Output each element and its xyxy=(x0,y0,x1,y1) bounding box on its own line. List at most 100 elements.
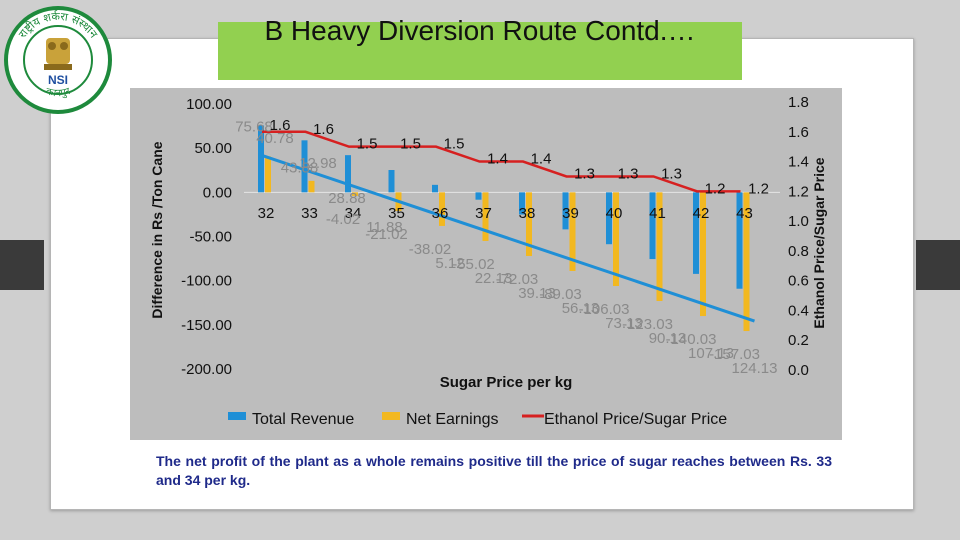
total-revenue-bar xyxy=(693,192,699,274)
plot-background xyxy=(130,88,842,440)
revenue-data-label: 56.13 xyxy=(562,300,600,317)
total-revenue-bar xyxy=(606,192,612,245)
x-tick-label: 38 xyxy=(519,205,536,222)
total-revenue-bar xyxy=(562,192,569,230)
y2-tick-label: 1.8 xyxy=(788,94,809,111)
y-tick-label: -150.00 xyxy=(181,317,232,334)
legend-swatch-total-revenue xyxy=(228,412,246,420)
earnings-data-label: -21.02 xyxy=(365,226,408,243)
earnings-data-label: -72.03 xyxy=(496,271,539,288)
earnings-data-label: 12.98 xyxy=(299,155,337,172)
revenue-data-label: 28.88 xyxy=(328,190,366,207)
total-revenue-bar xyxy=(258,125,264,193)
legend-label-net-earnings: Net Earnings xyxy=(406,411,499,428)
revenue-data-label: 75.68 xyxy=(235,118,273,135)
total-revenue-bar xyxy=(432,184,438,193)
ratio-data-label: 1.5 xyxy=(400,136,421,153)
y2-tick-label: 1.0 xyxy=(788,213,809,230)
y-tick-label: -100.00 xyxy=(181,273,232,290)
y2-tick-label: 1.2 xyxy=(788,183,809,200)
x-tick-label: 32 xyxy=(258,205,275,222)
x-tick-label: 39 xyxy=(562,205,579,222)
net-earnings-bar xyxy=(613,192,619,286)
x-tick-label: 37 xyxy=(475,205,492,222)
total-revenue-bar xyxy=(736,192,743,289)
ratio-data-label: 1.6 xyxy=(270,117,291,134)
revenue-data-label: 107.13 xyxy=(688,345,734,362)
legend-label-total-revenue: Total Revenue xyxy=(252,411,354,428)
earnings-data-label: -140.03 xyxy=(666,331,717,348)
y-tick-label: -200.00 xyxy=(181,361,232,378)
y2-tick-label: 0.0 xyxy=(788,362,809,379)
x-tick-label: 33 xyxy=(301,205,318,222)
ratio-data-label: 1.5 xyxy=(357,136,378,153)
net-earnings-bar xyxy=(700,192,706,317)
revenue-trend-line xyxy=(261,154,755,323)
total-revenue-bar xyxy=(649,192,656,260)
ratio-data-label: 1.5 xyxy=(444,136,465,153)
revenue-data-label: 22.13 xyxy=(475,270,513,287)
ratio-data-label: 1.4 xyxy=(487,151,508,168)
y2-tick-label: 0.6 xyxy=(788,273,809,290)
revenue-data-label: 39.13 xyxy=(518,285,556,302)
revenue-data-label: 73.13 xyxy=(605,315,643,332)
net-earnings-bar xyxy=(482,192,489,241)
title-background xyxy=(218,22,742,80)
ratio-data-label: 1.3 xyxy=(574,165,595,182)
revenue-data-label: 11.88 xyxy=(366,219,402,236)
logo-badge: NSI xyxy=(48,73,68,87)
earnings-data-label: 40.78 xyxy=(256,130,294,147)
legend-label-ethanol-ratio: Ethanol Price/Sugar Price xyxy=(544,411,727,428)
net-earnings-bar xyxy=(656,192,663,302)
y-axis-title: Difference in Rs /Ton Cane xyxy=(149,141,165,318)
earnings-data-label: -4.02 xyxy=(326,211,360,228)
revenue-data-label: 43.88 xyxy=(281,159,319,176)
left-edge-tab xyxy=(0,240,44,290)
y-tick-label: 0.00 xyxy=(203,184,232,201)
y2-tick-label: 1.6 xyxy=(788,124,809,141)
svg-text:कानपुर: कानपुर xyxy=(45,86,73,100)
total-revenue-bar xyxy=(345,155,351,193)
total-revenue-bar xyxy=(475,192,482,200)
ratio-data-label: 1.4 xyxy=(531,151,552,168)
revenue-data-label: 124.13 xyxy=(732,360,778,377)
net-earnings-bar xyxy=(265,156,271,193)
ratio-data-label: 1.3 xyxy=(661,165,682,182)
total-revenue-bar xyxy=(519,192,525,215)
x-tick-label: 42 xyxy=(693,205,710,222)
revenue-data-label: 5.12 xyxy=(435,255,464,272)
y2-tick-label: 0.2 xyxy=(788,332,809,349)
ratio-data-label: 1.2 xyxy=(748,180,769,197)
x-axis-title: Sugar Price per kg xyxy=(440,374,573,391)
earnings-data-label: -38.02 xyxy=(409,241,452,258)
earnings-data-label: -89.03 xyxy=(539,286,582,303)
net-earnings-bar xyxy=(569,192,576,271)
y2-tick-label: 0.4 xyxy=(788,302,809,319)
net-earnings-bar xyxy=(439,192,445,226)
x-tick-label: 41 xyxy=(649,205,666,222)
y-tick-label: 50.00 xyxy=(194,140,232,157)
legend-swatch-net-earnings xyxy=(382,412,400,420)
net-earnings-bar xyxy=(352,192,358,196)
net-earnings-bar xyxy=(526,192,532,256)
earnings-data-label: -157.03 xyxy=(709,346,760,363)
earnings-data-label: -106.03 xyxy=(579,301,630,318)
y-tick-label: 100.00 xyxy=(186,96,232,113)
net-earnings-bar xyxy=(308,180,315,193)
right-edge-tab xyxy=(916,240,960,290)
ratio-data-label: 1.2 xyxy=(705,180,726,197)
ethanol-ratio-line xyxy=(262,130,741,193)
y2-tick-label: 0.8 xyxy=(788,243,809,260)
revenue-data-label: 90.13 xyxy=(649,330,687,347)
x-tick-label: 40 xyxy=(606,205,623,222)
ratio-data-label: 1.3 xyxy=(618,165,639,182)
x-tick-label: 34 xyxy=(345,205,362,222)
net-earnings-bar xyxy=(743,192,750,332)
x-tick-label: 43 xyxy=(736,205,753,222)
earnings-data-label: -55.02 xyxy=(452,256,495,273)
footnote: The net profit of the plant as a whole r… xyxy=(156,453,832,488)
ratio-data-label: 1.6 xyxy=(313,121,334,138)
earnings-data-label: -123.03 xyxy=(622,316,673,333)
y2-tick-label: 1.4 xyxy=(788,154,809,171)
